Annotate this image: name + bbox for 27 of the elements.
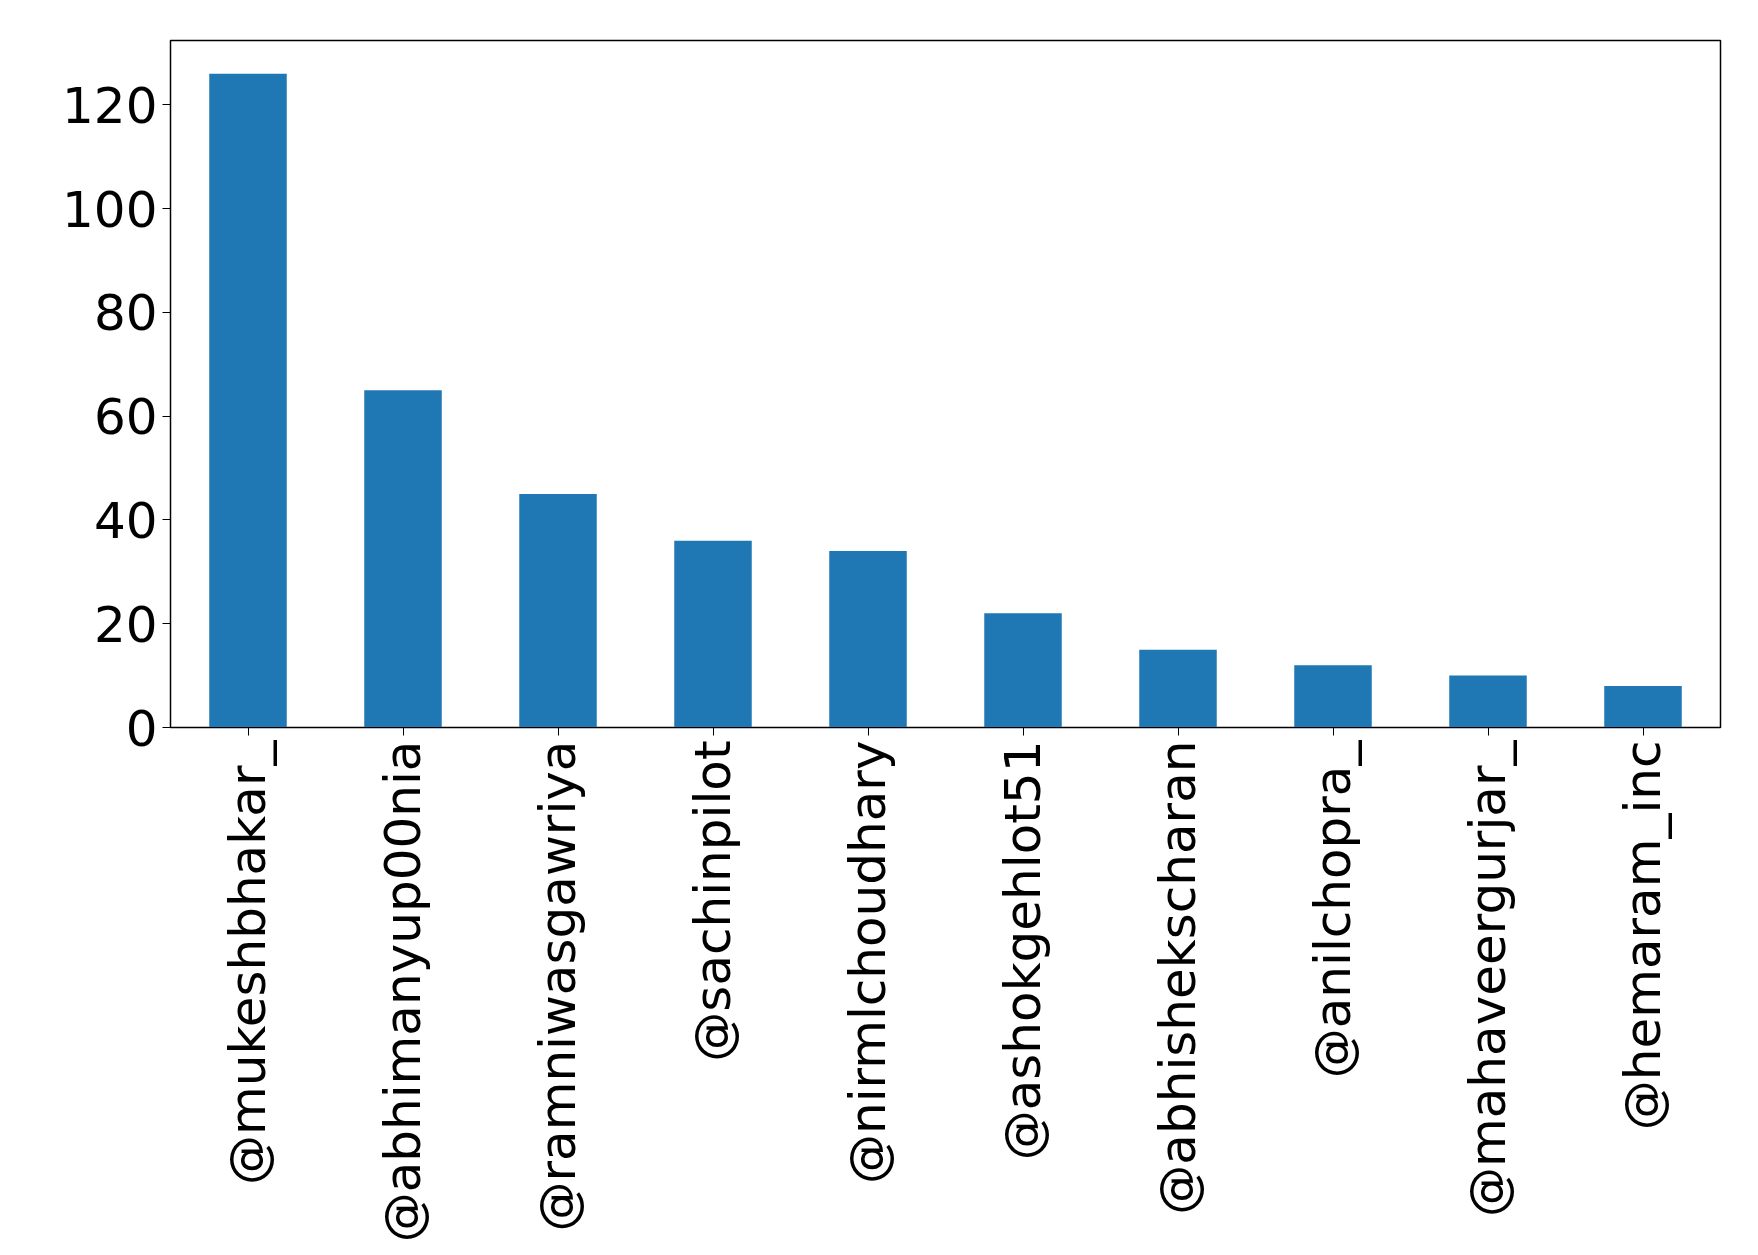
bar [1294,665,1372,728]
x-tick-label: @ashokgehlot51 [994,740,1052,1161]
x-tick-label: @mukeshbhakar_ [219,739,277,1185]
bar [674,540,752,728]
y-tick-label: 120 [62,76,158,135]
x-tick-label: @nirmlchoudhary [839,740,897,1185]
bar [1604,685,1682,728]
bar [984,613,1062,728]
y-tick-label: 80 [93,284,158,343]
y-tick-label: 0 [125,699,158,758]
y-tick-label: 100 [62,180,158,239]
bar [1139,649,1217,728]
x-tick-label: @anilchopra_ [1304,739,1362,1079]
bar [209,73,287,728]
bar [829,551,907,728]
y-tick-label: 60 [93,388,158,447]
y-tick-label: 40 [93,491,158,550]
x-tick-label: @sachinpilot [684,740,742,1062]
x-tick-label: @ramniwasgawriya [529,740,587,1232]
y-tick-label: 20 [93,595,158,654]
bar [1449,675,1527,728]
bar [364,390,442,728]
x-tick-label: @abhimanyup00nia [374,740,432,1243]
x-tick-label: @hemaram_inc [1614,740,1672,1131]
x-tick-label: @abhishekscharan [1149,740,1207,1215]
bar [519,494,597,728]
x-tick-label: @mahaveergurjar_ [1459,739,1517,1218]
